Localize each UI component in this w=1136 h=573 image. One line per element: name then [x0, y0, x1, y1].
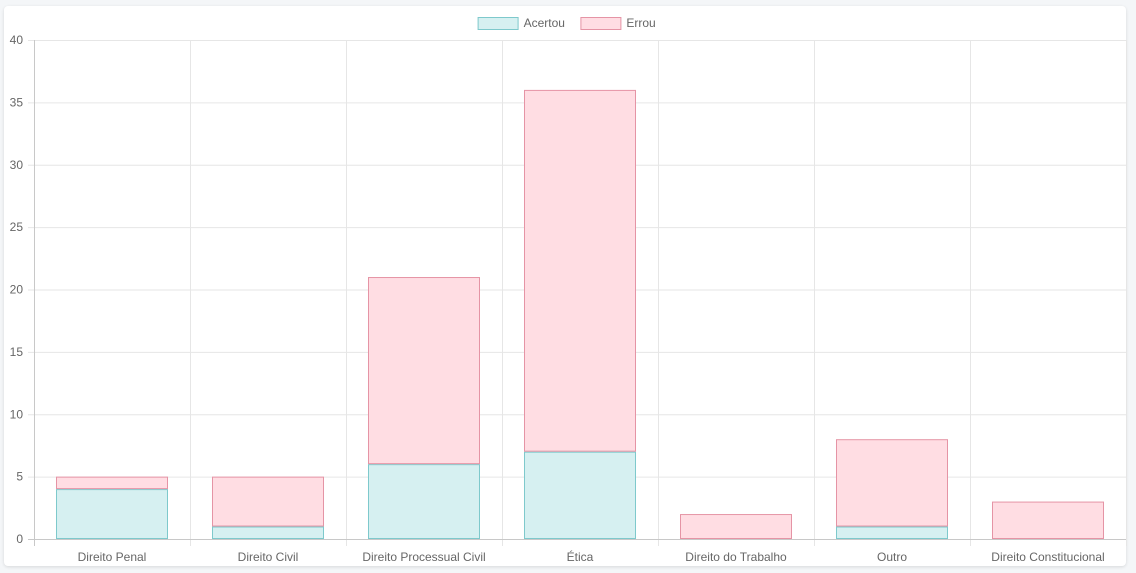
x-tick-label: Direito do Trabalho — [685, 550, 787, 564]
bar-acertou[interactable] — [212, 526, 324, 540]
x-tick-label: Direito Penal — [78, 550, 147, 564]
bar-errou[interactable] — [992, 501, 1104, 540]
y-tick-label: 30 — [10, 158, 24, 172]
legend-swatch-acertou[interactable] — [477, 17, 519, 30]
legend[interactable]: Acertou Errou — [477, 16, 656, 30]
y-tick-label: 0 — [16, 532, 23, 546]
y-tick-label: 40 — [10, 33, 24, 47]
y-tick-label: 20 — [10, 283, 24, 297]
bar-errou[interactable] — [680, 514, 792, 539]
bar-acertou[interactable] — [524, 451, 636, 539]
y-tick-label: 15 — [10, 345, 24, 359]
x-tick-label: Ética — [567, 549, 594, 564]
y-axis-ticks: 0 5 10 15 20 25 30 35 40 — [10, 33, 24, 546]
y-tick-label: 35 — [10, 95, 24, 109]
bar-acertou[interactable] — [56, 489, 168, 540]
bars — [56, 89, 1104, 540]
x-axis-ticks: Direito Penal Direito Civil Direito Proces… — [78, 549, 1105, 564]
bar-errou[interactable] — [836, 439, 948, 527]
bar-errou[interactable] — [212, 476, 324, 527]
bar-errou[interactable] — [368, 277, 480, 465]
legend-label-errou[interactable]: Errou — [626, 16, 655, 30]
x-tick-label: Direito Constitucional — [991, 550, 1104, 564]
y-tick-label: 10 — [10, 407, 24, 421]
bar-acertou[interactable] — [368, 464, 480, 539]
y-tick-label: 5 — [16, 470, 23, 484]
x-tick-label: Direito Civil — [238, 550, 299, 564]
bar-errou[interactable] — [56, 476, 168, 490]
legend-label-acertou[interactable]: Acertou — [524, 16, 565, 30]
y-tick-label: 25 — [10, 220, 24, 234]
x-tick-label: Direito Processual Civil — [362, 550, 485, 564]
bar-acertou[interactable] — [836, 526, 948, 540]
x-tick-label: Outro — [877, 550, 907, 564]
bar-errou[interactable] — [524, 89, 636, 452]
legend-swatch-errou[interactable] — [580, 17, 622, 30]
